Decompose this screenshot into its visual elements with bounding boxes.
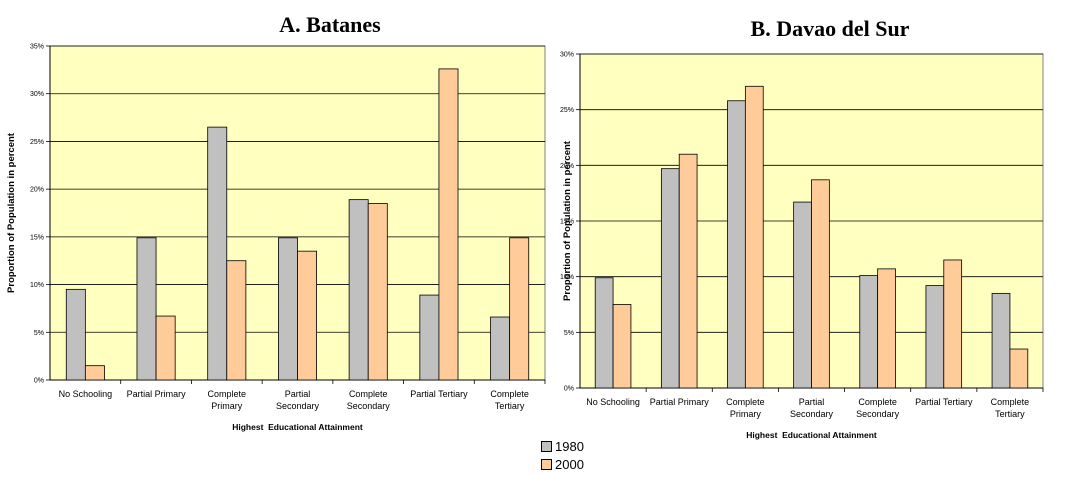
y-tick-label: 20% xyxy=(30,187,44,194)
bar-1980 xyxy=(991,292,1011,389)
category-label: Complete Secondary xyxy=(347,389,391,411)
bar-2000 xyxy=(811,179,830,389)
bar-2000 xyxy=(155,315,176,381)
category-label: Complete Tertiary xyxy=(991,397,1030,419)
legend-swatch-2000 xyxy=(541,458,552,470)
bar-1980 xyxy=(727,100,746,389)
legend-item-1980: 1980 xyxy=(540,437,594,455)
y-tick-label: 15% xyxy=(30,234,44,241)
legend: 1980 2000 xyxy=(540,437,594,477)
x-axis-title: Highest Educational Attainment xyxy=(232,422,363,432)
bar-2000 xyxy=(297,250,317,381)
bar-1980 xyxy=(793,201,812,389)
bar-1980 xyxy=(859,275,879,389)
legend-label-1980: 1980 xyxy=(555,438,584,454)
category-label: No Schooling xyxy=(59,389,113,399)
bar-1980 xyxy=(490,316,511,381)
category-label: Partial Secondary xyxy=(276,389,320,411)
y-tick-label: 5% xyxy=(34,330,44,337)
bar-1980 xyxy=(65,288,86,381)
bar-2000 xyxy=(612,304,632,389)
bar-2000 xyxy=(226,260,247,381)
bar-1980 xyxy=(594,277,614,389)
category-label: Partial Tertiary xyxy=(915,397,973,407)
y-tick-label: 20% xyxy=(560,163,574,170)
bar-1980 xyxy=(925,285,945,389)
y-tick-label: 30% xyxy=(30,91,44,98)
y-axis-title: Proportion of Population in percent xyxy=(562,140,573,301)
category-label: Complete Secondary xyxy=(856,397,900,419)
category-label: Complete Primary xyxy=(208,389,247,411)
x-axis-title: Highest Educational Attainment xyxy=(746,430,877,440)
bar-1980 xyxy=(278,237,298,381)
bar-1980 xyxy=(419,294,440,381)
y-tick-label: 10% xyxy=(30,282,44,289)
chart-a: 0% 5% 10% 15% 20% 25% 30% 35% No Schooling Partia… xyxy=(6,44,546,432)
bar-2000 xyxy=(509,237,530,381)
y-tick-label: 30% xyxy=(560,52,574,59)
category-label: Partial Secondary xyxy=(790,397,834,419)
legend-swatch-1980 xyxy=(541,440,552,452)
bar-1980 xyxy=(136,237,157,381)
chart-b-title: B. Davao del Sur xyxy=(750,16,910,41)
legend-item-2000: 2000 xyxy=(540,455,594,473)
bar-2000 xyxy=(84,365,105,381)
bar-1980 xyxy=(348,199,369,381)
bar-2000 xyxy=(367,203,388,381)
y-tick-label: 5% xyxy=(564,330,574,337)
bar-2000 xyxy=(438,68,459,381)
y-tick-label: 35% xyxy=(30,44,44,51)
category-label: Complete Tertiary xyxy=(490,389,529,411)
bar-2000 xyxy=(1009,348,1029,389)
chart-a-title: A. Batanes xyxy=(279,12,381,37)
bar-2000 xyxy=(877,268,896,389)
y-tick-label: 25% xyxy=(560,107,574,114)
y-tick-label: 15% xyxy=(560,219,574,226)
bar-2000 xyxy=(943,259,963,389)
category-label: Partial Primary xyxy=(127,389,187,399)
y-tick-label: 0% xyxy=(34,378,44,385)
legend-label-2000: 2000 xyxy=(555,456,584,472)
bar-2000 xyxy=(678,153,698,389)
bar-2000 xyxy=(744,85,764,389)
bar-1980 xyxy=(207,126,228,381)
y-tick-label: 10% xyxy=(560,274,574,281)
y-tick-label: 0% xyxy=(564,386,574,393)
y-tick-label: 25% xyxy=(30,139,44,146)
category-label: Partial Primary xyxy=(650,397,710,407)
category-label: No Schooling xyxy=(586,397,640,407)
chart-b: 0% 5% 10% 15% 20% 25% 30% No Schooling Partial P… xyxy=(560,52,1044,440)
bar-1980 xyxy=(660,168,680,389)
y-axis-title: Proportion of Population in percent xyxy=(6,132,17,293)
category-label: Partial Tertiary xyxy=(410,389,468,399)
category-label: Complete Primary xyxy=(726,397,765,419)
